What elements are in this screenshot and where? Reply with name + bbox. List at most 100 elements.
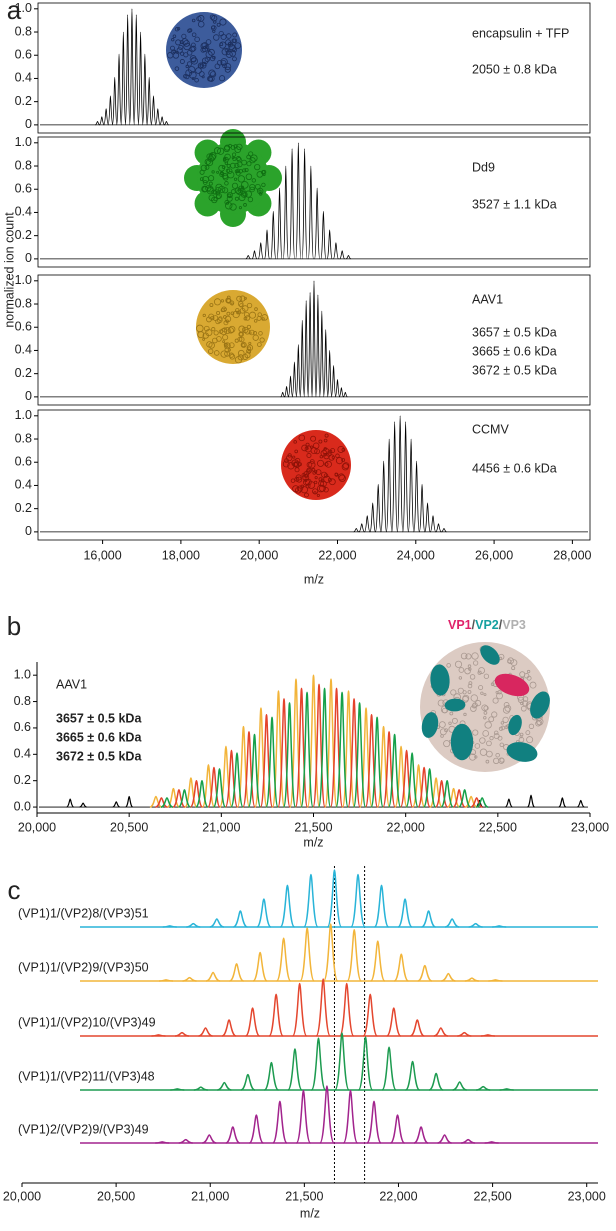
molecule-texture <box>483 716 487 720</box>
vp2-patch <box>508 714 522 736</box>
molecule-texture <box>171 38 175 42</box>
molecule-texture <box>245 173 253 181</box>
molecule-texture <box>236 188 243 196</box>
molecule-texture <box>212 55 216 60</box>
molecule-texture <box>183 74 188 79</box>
peak <box>385 438 393 533</box>
peak <box>576 799 585 808</box>
peak <box>142 53 148 126</box>
peak <box>107 95 114 126</box>
molecule-texture <box>226 168 233 175</box>
peak <box>339 250 345 260</box>
molecule-texture <box>292 455 296 459</box>
x-axis-label: m/z <box>300 1206 320 1220</box>
peak <box>224 749 239 808</box>
molecule-texture <box>523 673 530 679</box>
legend-entry: 3672 ± 0.5 kDa <box>56 749 142 763</box>
peak <box>470 797 483 808</box>
molecule-texture <box>234 196 239 201</box>
molecule-texture <box>313 480 318 485</box>
peak <box>275 937 292 982</box>
molecule-texture <box>449 711 454 716</box>
y-tick-label: 0.6 <box>15 320 32 334</box>
molecule-texture <box>203 325 210 332</box>
peak <box>424 502 431 533</box>
peak <box>387 733 402 808</box>
molecule-texture <box>249 311 257 319</box>
peak <box>444 918 460 928</box>
molecule-texture <box>479 737 486 744</box>
peak <box>352 702 367 808</box>
molecule-texture <box>219 75 226 82</box>
peak <box>256 898 272 928</box>
x-tick-label: 22,000 <box>387 820 425 834</box>
x-tick-label: 21,000 <box>202 820 240 834</box>
x-tick-label: 22,000 <box>379 1189 417 1203</box>
molecule-texture <box>470 705 477 712</box>
molecule-texture <box>311 468 316 472</box>
peak <box>338 387 344 398</box>
peak <box>314 187 321 260</box>
molecule-texture <box>241 181 249 189</box>
molecule-texture <box>200 164 208 172</box>
peak <box>150 95 157 126</box>
molecule-texture <box>258 331 263 336</box>
molecule-texture <box>478 667 485 674</box>
molecule-texture <box>490 682 495 686</box>
annotation: 3665 ± 0.6 kDa <box>472 344 557 358</box>
y-tick-label: 1.0 <box>15 273 32 287</box>
molecule-texture <box>317 459 325 467</box>
molecule-texture <box>286 454 293 462</box>
y-tick-label: 0 <box>25 524 32 538</box>
molecule-texture <box>202 186 209 193</box>
molecule-texture <box>228 43 235 51</box>
molecule-texture <box>504 725 509 730</box>
y-tick-label: 0.0 <box>14 799 31 813</box>
molecule-texture <box>254 163 261 171</box>
molecule-texture <box>458 676 463 680</box>
molecule-texture <box>334 472 338 477</box>
molecule-texture <box>176 26 181 31</box>
peak <box>433 1027 448 1037</box>
peak <box>112 801 121 808</box>
molecule-texture <box>480 691 484 695</box>
peak <box>405 752 419 808</box>
molecule-texture <box>244 190 252 198</box>
molecule-texture <box>212 20 217 24</box>
x-tick-label: 20,000 <box>3 1189 41 1203</box>
molecule-texture <box>242 353 249 360</box>
peak <box>422 768 437 808</box>
molecule-texture <box>224 200 230 205</box>
molecule-texture <box>209 152 213 156</box>
molecule-texture <box>216 317 223 323</box>
molecule-texture <box>220 171 224 175</box>
molecule-texture <box>297 485 304 492</box>
molecule-texture <box>188 28 193 33</box>
molecule-texture <box>211 170 215 174</box>
plot-frame <box>37 409 591 541</box>
molecule-texture <box>301 472 306 478</box>
x-tick-label: 22,000 <box>318 548 356 562</box>
peak <box>334 1032 350 1091</box>
peak <box>174 1031 190 1037</box>
molecule-texture <box>174 66 180 71</box>
molecule-texture <box>467 683 473 689</box>
molecule-texture <box>181 33 187 39</box>
peak <box>476 1085 491 1091</box>
molecule-texture <box>240 341 247 348</box>
molecule-texture <box>510 659 518 667</box>
molecule-texture <box>236 161 243 168</box>
peak <box>386 1007 402 1037</box>
molecule-texture <box>517 696 525 704</box>
peak <box>160 797 174 808</box>
molecule-texture <box>472 729 479 736</box>
peak <box>149 795 163 808</box>
molecule-texture <box>195 67 202 74</box>
molecule-texture <box>304 445 312 453</box>
peak <box>375 483 382 533</box>
peak <box>429 515 437 533</box>
y-tick-label: 0.8 <box>15 158 32 172</box>
molecule-texture <box>464 667 471 675</box>
y-tick-label: 0.4 <box>15 478 32 492</box>
molecule-texture <box>234 42 242 49</box>
